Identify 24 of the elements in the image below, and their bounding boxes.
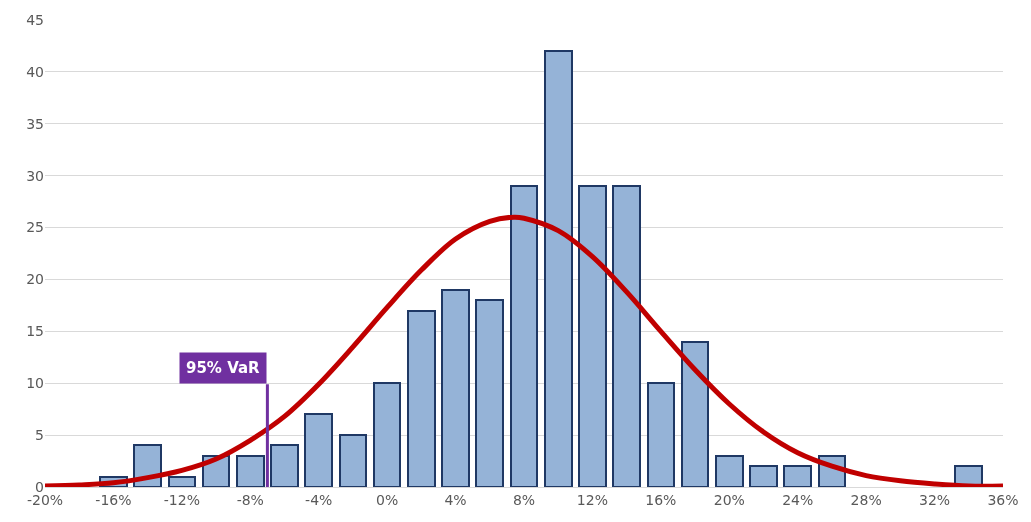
x-tick-label: 20% [713,491,745,508]
y-tick-label: 20 [26,271,44,288]
y-tick-label: 10 [26,375,44,392]
ref-line-label: 95% VaR [186,359,261,377]
x-tick-label: -4% [305,491,333,508]
y-tick-label: 40 [26,63,44,80]
x-tick-label: 0% [376,491,399,508]
x-tick-label: 32% [919,491,951,508]
x-tick-label: -8% [236,491,264,508]
y-tick-label: 35 [26,115,44,132]
x-tick-label: 16% [645,491,677,508]
y-tick-label: 45 [26,11,44,28]
x-tick-label: 4% [444,491,467,508]
x-tick-label: 28% [850,491,882,508]
x-tick-label: 8% [512,491,536,508]
x-tick-label: 24% [782,491,814,508]
y-tick-label: 30 [26,167,44,184]
x-tick-label: -12% [163,491,200,508]
y-tick-label: 15 [26,323,44,340]
y-tick-label: 5 [35,427,44,444]
x-tick-label: -16% [95,491,132,508]
y-tick-label: 25 [26,219,44,236]
x-tick-label: 12% [576,491,608,508]
x-tick-label: 36% [987,491,1019,508]
